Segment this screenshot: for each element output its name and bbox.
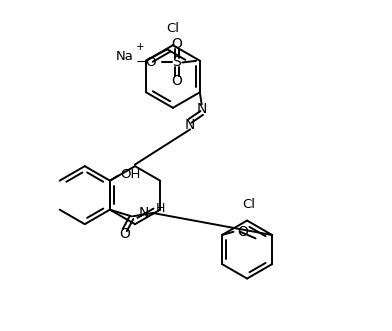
- Text: N: N: [196, 102, 207, 116]
- Text: O: O: [119, 227, 130, 241]
- Text: O: O: [237, 225, 248, 239]
- Text: H: H: [156, 202, 165, 214]
- Text: N: N: [139, 206, 149, 220]
- Text: S: S: [172, 56, 181, 70]
- Text: OH: OH: [120, 168, 140, 181]
- Text: +: +: [136, 42, 144, 52]
- Text: O: O: [172, 37, 182, 51]
- Text: O: O: [172, 73, 182, 88]
- Text: N: N: [185, 118, 195, 132]
- Text: Cl: Cl: [242, 198, 255, 211]
- Text: −O: −O: [136, 56, 157, 69]
- Text: Na: Na: [116, 50, 134, 63]
- Text: Cl: Cl: [167, 22, 180, 35]
